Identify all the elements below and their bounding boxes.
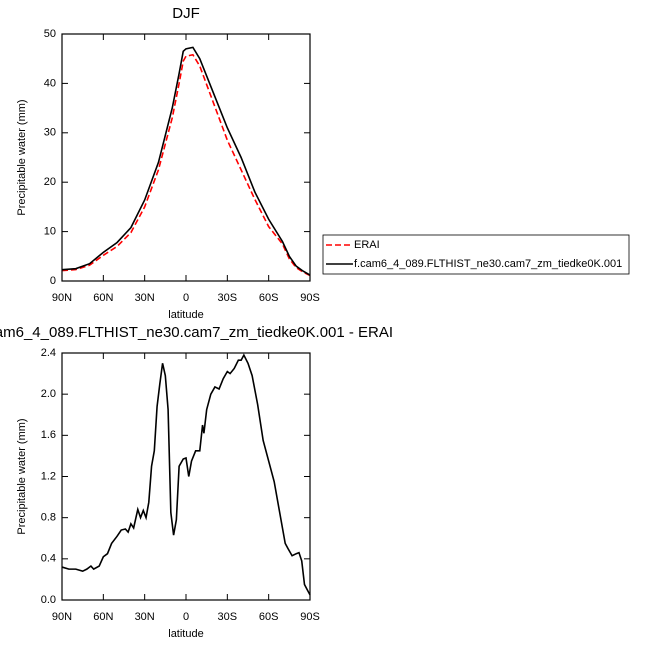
legend-label: ERAI — [354, 239, 380, 251]
x-tick-label: 90N — [52, 292, 72, 304]
y-tick-label: 10 — [44, 226, 56, 238]
x-tick-label: 0 — [183, 292, 189, 304]
y-tick-label: 1.6 — [41, 429, 56, 441]
x-tick-label: 30S — [218, 611, 238, 623]
y-tick-label: 50 — [44, 28, 56, 40]
y-tick-label: 2.4 — [41, 347, 56, 359]
x-tick-label: 0 — [183, 611, 189, 623]
x-tick-label: 90S — [300, 292, 320, 304]
x-tick-label: 60S — [259, 611, 279, 623]
y-tick-label: 0 — [50, 275, 56, 287]
x-tick-label: 60S — [259, 292, 279, 304]
x-axis-label: latitude — [168, 628, 203, 640]
legend-label: f.cam6_4_089.FLTHIST_ne30.cam7_zm_tiedke… — [354, 258, 622, 270]
plot-frame — [61, 33, 311, 282]
y-tick-label: 0.8 — [41, 512, 56, 524]
chart-title: DJF — [172, 5, 200, 22]
y-tick-label: 30 — [44, 127, 56, 139]
x-tick-label: 60N — [93, 611, 113, 623]
y-tick-label: 1.2 — [41, 470, 56, 482]
x-axis-label: latitude — [168, 309, 203, 321]
x-tick-label: 30S — [218, 292, 238, 304]
data-line — [61, 353, 311, 596]
x-tick-label: 30N — [135, 611, 155, 623]
data-line — [61, 46, 311, 276]
y-tick-label: 20 — [44, 176, 56, 188]
x-tick-label: 60N — [93, 292, 113, 304]
x-tick-label: 30N — [135, 292, 155, 304]
legend-box — [322, 234, 630, 275]
chart-title: f.cam6_4_089.FLTHIST_ne30.cam7_zm_tiedke… — [0, 324, 393, 341]
plot-frame — [61, 352, 311, 601]
y-axis-label: Precipitable water (mm) — [16, 99, 28, 215]
data-line — [61, 53, 311, 277]
y-tick-label: 0.4 — [41, 553, 56, 565]
y-tick-label: 0.0 — [41, 594, 56, 606]
y-tick-label: 40 — [44, 77, 56, 89]
y-axis-label: Precipitable water (mm) — [16, 418, 28, 534]
x-tick-label: 90S — [300, 611, 320, 623]
y-tick-label: 2.0 — [41, 388, 56, 400]
x-tick-label: 90N — [52, 611, 72, 623]
